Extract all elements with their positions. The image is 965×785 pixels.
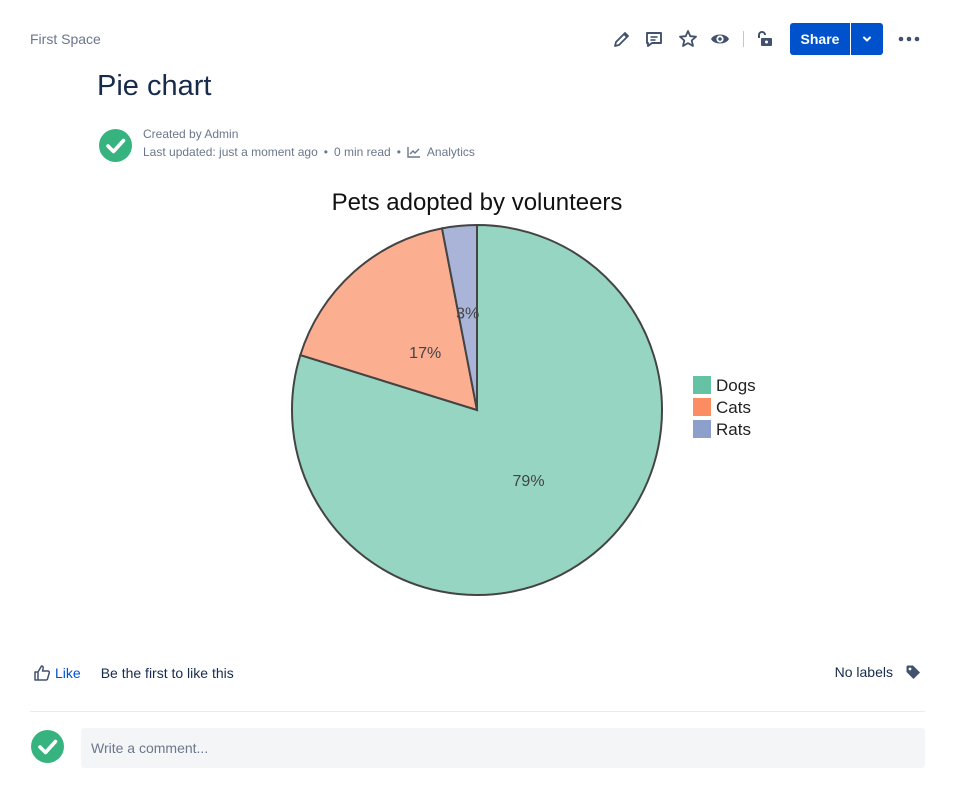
slice-label-rats: 3% [456, 305, 479, 322]
current-user-avatar [31, 730, 64, 763]
edit-icon[interactable] [610, 27, 634, 51]
legend-swatch-cats[interactable] [693, 398, 711, 416]
share-button[interactable]: Share [790, 23, 850, 55]
analytics-label: Analytics [426, 145, 475, 159]
more-actions-button[interactable] [895, 27, 923, 51]
page-title: Pie chart [97, 70, 212, 102]
legend-label-rats[interactable]: Rats [716, 420, 751, 439]
comment-icon[interactable] [642, 27, 666, 51]
like-row: Like Be the first to like this [33, 664, 234, 682]
checkmark-icon [106, 138, 126, 154]
thumbs-up-icon [34, 665, 51, 681]
author-avatar[interactable] [99, 129, 132, 162]
page-meta: Last updated: just a moment ago • 0 min … [143, 145, 475, 159]
like-button[interactable]: Like [33, 664, 81, 682]
share-dropdown-button[interactable] [851, 23, 883, 55]
label-tag-icon [906, 665, 920, 679]
add-label-button[interactable] [905, 664, 921, 680]
read-time: 0 min read [333, 145, 391, 159]
legend-swatch-rats[interactable] [693, 420, 711, 438]
legend-label-cats[interactable]: Cats [716, 398, 751, 417]
last-updated: Last updated: just a moment ago [143, 145, 318, 159]
meta-separator: • [323, 145, 328, 159]
chart-title: Pets adopted by volunteers [332, 189, 623, 216]
analytics-link[interactable]: Analytics [407, 145, 475, 159]
toolbar-divider [743, 31, 744, 47]
pie-chart: Pets adopted by volunteers 79% 17% 3% Dogs… [291, 189, 756, 596]
labels-status: No labels [834, 664, 893, 680]
star-icon[interactable] [676, 27, 700, 51]
comments-divider [30, 711, 925, 712]
created-by: Created by Admin [143, 127, 239, 141]
pie-slice-rats[interactable] [440, 223, 478, 411]
checkmark-icon [38, 739, 58, 755]
meta-separator: • [396, 145, 401, 159]
legend-label-dogs[interactable]: Dogs [716, 376, 756, 395]
like-status: Be the first to like this [100, 665, 234, 681]
slice-label-cats: 17% [409, 345, 441, 362]
like-label: Like [55, 665, 81, 681]
legend-swatch-dogs[interactable] [693, 376, 711, 394]
labels-section: No labels [835, 664, 921, 680]
comment-input[interactable]: Write a comment... [81, 728, 925, 768]
slice-label-dogs: 79% [513, 473, 545, 490]
analytics-icon [407, 147, 420, 158]
breadcrumb-space[interactable]: First Space [30, 31, 101, 47]
pie-slice-cats[interactable] [299, 227, 479, 412]
more-icon [898, 36, 920, 42]
restrictions-icon[interactable] [752, 27, 776, 51]
chevron-down-icon [863, 36, 871, 42]
pie-slice-dogs[interactable] [291, 223, 663, 596]
watch-icon[interactable] [708, 27, 732, 51]
